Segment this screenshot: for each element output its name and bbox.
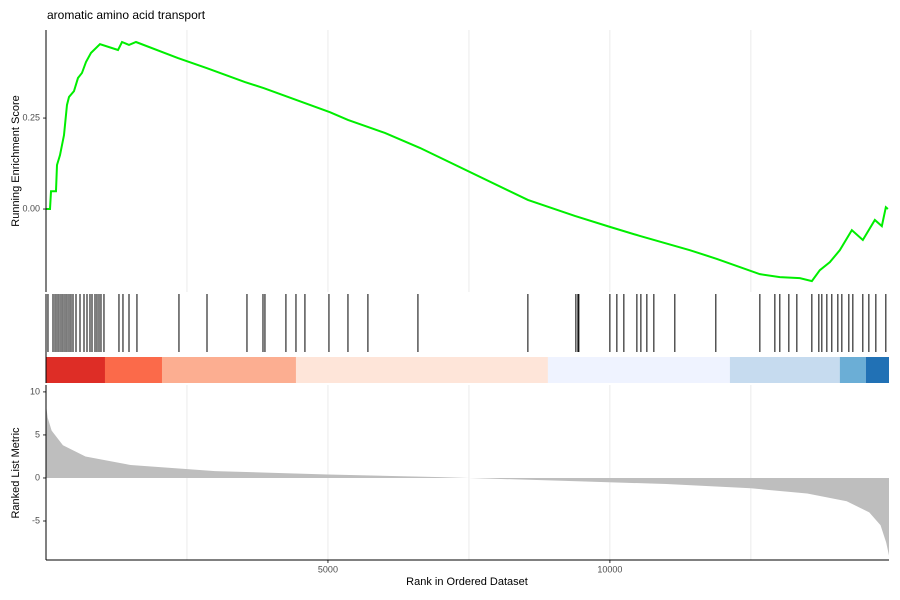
y-tick-label: 0 <box>35 472 40 482</box>
chart-title: aromatic amino acid transport <box>47 8 206 22</box>
x-tick-label: 10000 <box>597 564 622 574</box>
y-tick-label: 0.00 <box>22 203 40 213</box>
rank-band <box>161 357 296 383</box>
x-axis-title: Rank in Ordered Dataset <box>406 576 528 588</box>
metric-area <box>46 404 889 556</box>
rank-band <box>104 357 162 383</box>
rank-band <box>865 357 889 383</box>
x-tick-label: 5000 <box>318 564 338 574</box>
y-axis-title: Running Enrichment Score <box>10 95 22 226</box>
rank-band <box>46 357 105 383</box>
rank-band <box>547 357 730 383</box>
enrichment-line <box>46 40 889 283</box>
rank-band <box>729 357 840 383</box>
y-tick-label: -5 <box>32 515 40 525</box>
rank-band <box>839 357 866 383</box>
y-axis-title: Ranked List Metric <box>10 427 22 519</box>
y-tick-label: 10 <box>30 386 40 396</box>
rank-band <box>295 357 548 383</box>
y-tick-label: 0.25 <box>22 112 40 122</box>
y-tick-label: 5 <box>35 429 40 439</box>
